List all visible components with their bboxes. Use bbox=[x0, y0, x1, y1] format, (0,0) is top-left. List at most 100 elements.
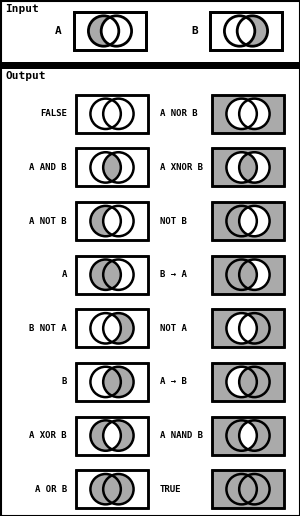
Circle shape bbox=[226, 152, 257, 183]
Circle shape bbox=[90, 99, 121, 129]
Bar bbox=[0, 0, 300, 62]
Bar bbox=[212, 149, 284, 186]
Circle shape bbox=[226, 474, 257, 504]
Bar bbox=[0, 69, 300, 516]
Bar bbox=[212, 470, 284, 508]
Circle shape bbox=[239, 367, 270, 397]
Text: FALSE: FALSE bbox=[40, 109, 67, 118]
Circle shape bbox=[90, 99, 121, 129]
Bar bbox=[212, 309, 284, 347]
Circle shape bbox=[90, 367, 121, 397]
Text: A → B: A → B bbox=[160, 377, 187, 386]
Bar bbox=[76, 256, 148, 294]
Bar bbox=[212, 95, 284, 133]
Circle shape bbox=[239, 421, 270, 451]
Circle shape bbox=[90, 313, 121, 344]
Bar bbox=[210, 12, 282, 50]
Bar bbox=[212, 256, 284, 294]
Text: A XOR B: A XOR B bbox=[29, 431, 67, 440]
Bar bbox=[76, 95, 148, 133]
Bar bbox=[0, 62, 300, 69]
Circle shape bbox=[103, 474, 134, 504]
Circle shape bbox=[90, 152, 121, 183]
Circle shape bbox=[88, 16, 119, 46]
Bar bbox=[76, 470, 148, 508]
Text: A NOT B: A NOT B bbox=[29, 217, 67, 225]
Bar bbox=[212, 149, 284, 186]
Bar bbox=[74, 12, 146, 50]
Circle shape bbox=[101, 16, 132, 46]
Circle shape bbox=[226, 152, 257, 183]
Text: A NOR B: A NOR B bbox=[160, 109, 198, 118]
Text: NOT A: NOT A bbox=[160, 324, 187, 333]
Text: A: A bbox=[55, 26, 62, 36]
Circle shape bbox=[226, 99, 257, 129]
Circle shape bbox=[90, 474, 121, 504]
Text: B: B bbox=[191, 26, 198, 36]
Circle shape bbox=[90, 260, 121, 290]
Circle shape bbox=[226, 99, 257, 129]
Circle shape bbox=[239, 206, 270, 236]
Circle shape bbox=[103, 260, 134, 290]
Text: A: A bbox=[61, 270, 67, 279]
Circle shape bbox=[90, 421, 121, 451]
Bar bbox=[76, 416, 148, 455]
Text: B NOT A: B NOT A bbox=[29, 324, 67, 333]
Circle shape bbox=[239, 152, 270, 183]
Text: TRUE: TRUE bbox=[160, 485, 182, 494]
Text: NOT B: NOT B bbox=[160, 217, 187, 225]
Circle shape bbox=[88, 16, 119, 46]
Text: A NAND B: A NAND B bbox=[160, 431, 203, 440]
Bar bbox=[76, 256, 148, 294]
Circle shape bbox=[90, 206, 121, 236]
Circle shape bbox=[103, 421, 134, 451]
Text: A XNOR B: A XNOR B bbox=[160, 163, 203, 172]
Bar bbox=[212, 470, 284, 508]
Circle shape bbox=[226, 206, 257, 236]
Circle shape bbox=[103, 99, 134, 129]
Circle shape bbox=[224, 16, 255, 46]
Circle shape bbox=[237, 16, 268, 46]
Bar bbox=[212, 416, 284, 455]
Bar bbox=[76, 363, 148, 401]
Circle shape bbox=[226, 421, 257, 451]
Bar bbox=[212, 309, 284, 347]
Circle shape bbox=[90, 421, 121, 451]
Text: A AND B: A AND B bbox=[29, 163, 67, 172]
Circle shape bbox=[226, 367, 257, 397]
Circle shape bbox=[226, 421, 257, 451]
Bar bbox=[212, 202, 284, 240]
Bar bbox=[212, 256, 284, 294]
Circle shape bbox=[226, 367, 257, 397]
Bar bbox=[76, 309, 148, 347]
Bar bbox=[74, 12, 146, 50]
Text: Output: Output bbox=[5, 71, 46, 81]
Bar bbox=[212, 363, 284, 401]
Circle shape bbox=[90, 152, 121, 183]
Circle shape bbox=[90, 206, 121, 236]
Bar bbox=[212, 416, 284, 455]
Circle shape bbox=[226, 260, 257, 290]
Circle shape bbox=[226, 474, 257, 504]
Bar bbox=[76, 363, 148, 401]
Bar bbox=[76, 470, 148, 508]
Bar bbox=[76, 202, 148, 240]
Circle shape bbox=[224, 16, 255, 46]
Circle shape bbox=[103, 206, 134, 236]
Bar bbox=[212, 363, 284, 401]
Bar bbox=[76, 95, 148, 133]
Text: B: B bbox=[61, 377, 67, 386]
Bar bbox=[212, 95, 284, 133]
Circle shape bbox=[239, 99, 270, 129]
Circle shape bbox=[226, 313, 257, 344]
Bar bbox=[210, 12, 282, 50]
Text: A OR B: A OR B bbox=[35, 485, 67, 494]
Circle shape bbox=[239, 260, 270, 290]
Circle shape bbox=[103, 367, 134, 397]
Circle shape bbox=[90, 313, 121, 344]
Circle shape bbox=[90, 474, 121, 504]
Circle shape bbox=[239, 313, 270, 344]
Text: B → A: B → A bbox=[160, 270, 187, 279]
Circle shape bbox=[103, 313, 134, 344]
Bar bbox=[76, 149, 148, 186]
